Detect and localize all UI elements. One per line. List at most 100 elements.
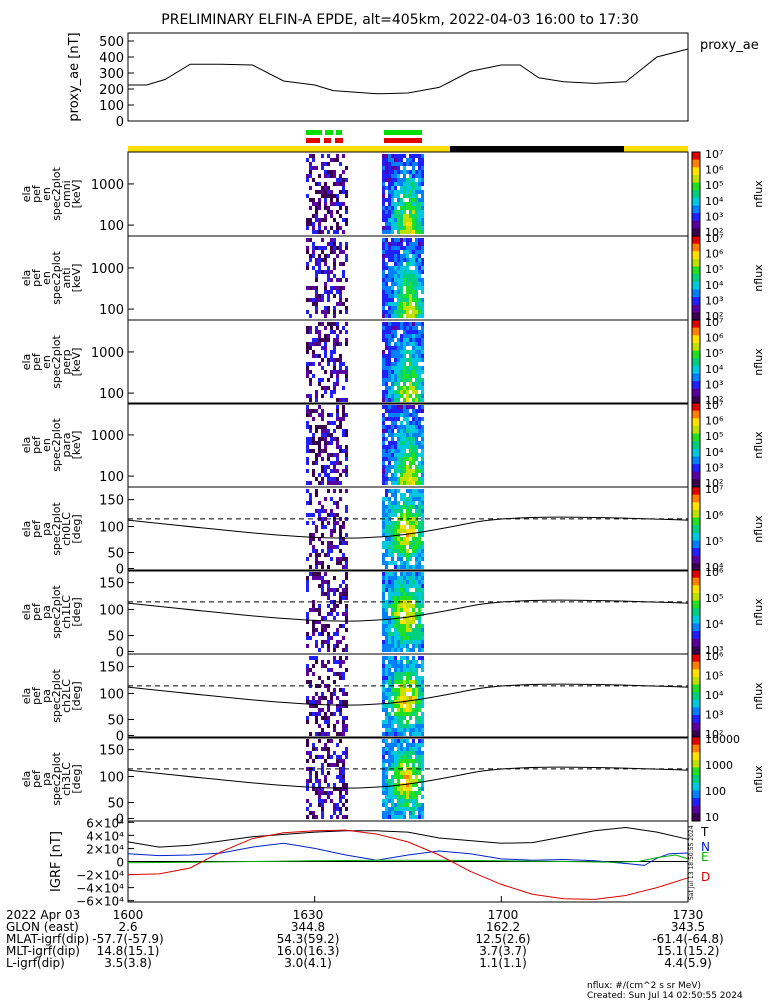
spec-cell xyxy=(421,644,424,648)
spec-cell xyxy=(421,469,424,473)
spec-cell xyxy=(421,170,424,174)
spec-cell xyxy=(336,644,339,648)
spec-cell xyxy=(315,732,318,736)
spec-cell xyxy=(388,198,391,202)
spec-cell xyxy=(315,258,318,262)
spec-cell xyxy=(421,465,424,469)
spec-cell xyxy=(312,743,315,747)
spec-cell xyxy=(315,390,318,394)
spec-cell xyxy=(306,226,309,230)
spec-cell xyxy=(409,437,412,441)
spec-cell xyxy=(385,572,388,576)
spec-cell xyxy=(391,477,394,481)
spec-cell xyxy=(333,783,336,787)
spec-cell xyxy=(391,186,394,190)
spec-cell xyxy=(324,370,327,374)
spec-cell xyxy=(418,238,421,242)
spec-cell xyxy=(339,354,342,358)
spec-cell xyxy=(339,640,342,644)
spec-cell xyxy=(382,238,385,242)
spec-cell xyxy=(306,696,309,700)
spec-cell xyxy=(406,763,409,767)
spec-cell xyxy=(345,783,348,787)
spec-cell xyxy=(412,565,415,569)
spec-cell xyxy=(345,469,348,473)
spec-cell xyxy=(406,258,409,262)
spec-cell xyxy=(400,394,403,398)
spec-cell xyxy=(339,759,342,763)
spec-cell xyxy=(412,505,415,509)
colorbar-segment xyxy=(692,494,700,503)
spec-cell xyxy=(415,624,418,628)
spec-cell xyxy=(345,700,348,704)
spec-cell xyxy=(382,724,385,728)
spec-cell xyxy=(409,672,412,676)
spec-cell xyxy=(385,628,388,632)
spec-cell xyxy=(394,242,397,246)
spec-cell xyxy=(330,278,333,282)
spec-cell xyxy=(388,461,391,465)
spec-cell xyxy=(330,612,333,616)
spec-cell xyxy=(394,561,397,565)
spec-cell xyxy=(339,811,342,815)
colorbar-tick-label: 10⁷ xyxy=(705,148,723,161)
spec-cell xyxy=(382,664,385,668)
igrf-series-D xyxy=(127,829,689,900)
spec-cell xyxy=(418,501,421,505)
spec-cell xyxy=(327,274,330,278)
spec-cell xyxy=(403,230,406,234)
spec-cell xyxy=(397,791,400,795)
spec-cell xyxy=(409,787,412,791)
spec-cell xyxy=(406,421,409,425)
spec-cell xyxy=(403,270,406,274)
spec-cell xyxy=(394,190,397,194)
spec-cell xyxy=(388,477,391,481)
spec-cell xyxy=(397,537,400,541)
spec-cell xyxy=(306,405,309,409)
spec-cell xyxy=(333,230,336,234)
spec-cell xyxy=(418,374,421,378)
spec-cell xyxy=(403,178,406,182)
spec-cell xyxy=(339,262,342,266)
spec-cell xyxy=(409,489,412,493)
spec-cell xyxy=(412,218,415,222)
spec-cell xyxy=(418,565,421,569)
spec-cell xyxy=(409,612,412,616)
spec-cell xyxy=(400,314,403,318)
spec-cell xyxy=(409,294,412,298)
spec-cell xyxy=(406,739,409,743)
spec-cell xyxy=(385,509,388,513)
spec-cell xyxy=(415,497,418,501)
spec-cell xyxy=(306,481,309,485)
spec-cell xyxy=(321,763,324,767)
spec-cell xyxy=(400,505,403,509)
spec-ytick-label: 0 xyxy=(116,729,124,744)
spec-cell xyxy=(397,481,400,485)
spec-cell xyxy=(385,290,388,294)
spec-cell xyxy=(394,449,397,453)
spec-cell xyxy=(418,170,421,174)
spec-cell xyxy=(421,461,424,465)
spec-cell xyxy=(309,154,312,158)
spec-cell xyxy=(391,751,394,755)
spec-cell xyxy=(327,545,330,549)
colorbar-segment xyxy=(692,798,700,807)
spec-cell xyxy=(339,190,342,194)
spec-cell xyxy=(324,386,327,390)
spec-cell xyxy=(315,684,318,688)
spec-cell xyxy=(385,533,388,537)
spec-cell xyxy=(403,322,406,326)
spec-cell xyxy=(412,190,415,194)
spec-cell xyxy=(406,170,409,174)
spec-cell xyxy=(406,572,409,576)
spec-cell xyxy=(400,469,403,473)
colorbar-tick-label: 10⁵ xyxy=(705,670,723,683)
spec-cell xyxy=(391,390,394,394)
spec-cell xyxy=(336,358,339,362)
spec-cell xyxy=(412,473,415,477)
spec-cell xyxy=(382,553,385,557)
colorbar-segment xyxy=(692,289,700,298)
spec-cell xyxy=(327,596,330,600)
spec-cell xyxy=(333,310,336,314)
